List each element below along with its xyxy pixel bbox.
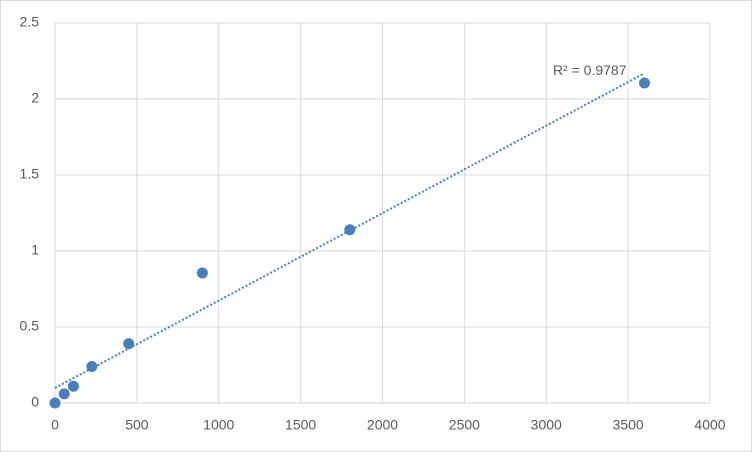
point	[58, 388, 70, 400]
y-tick-label: 1	[31, 242, 39, 258]
x-tick-label: 1500	[285, 417, 316, 433]
x-tick-label: 2500	[449, 417, 480, 433]
y-tick-label: 0.5	[20, 318, 40, 334]
point	[639, 77, 650, 89]
y-tick-label: 2	[31, 90, 39, 106]
trendline-label: R² = 0.9787	[553, 62, 627, 78]
x-tick-label: 3000	[531, 417, 562, 433]
point	[86, 361, 98, 373]
point	[344, 224, 356, 236]
x-tick-label: 0	[51, 417, 59, 433]
x-tick-label: 3500	[613, 417, 644, 433]
x-tick-label: 1000	[203, 417, 234, 433]
y-tick-label: 0	[31, 394, 39, 410]
y-tick-label: 2.5	[20, 14, 40, 30]
y-tick-label: 1.5	[20, 166, 40, 182]
point	[123, 338, 135, 350]
trendline	[54, 72, 645, 389]
point	[196, 267, 208, 279]
point	[49, 397, 61, 409]
x-tick-label: 500	[125, 417, 149, 433]
x-tick-label: 2000	[367, 417, 398, 433]
point	[67, 380, 79, 392]
x-tick-label: 4000	[694, 417, 725, 433]
